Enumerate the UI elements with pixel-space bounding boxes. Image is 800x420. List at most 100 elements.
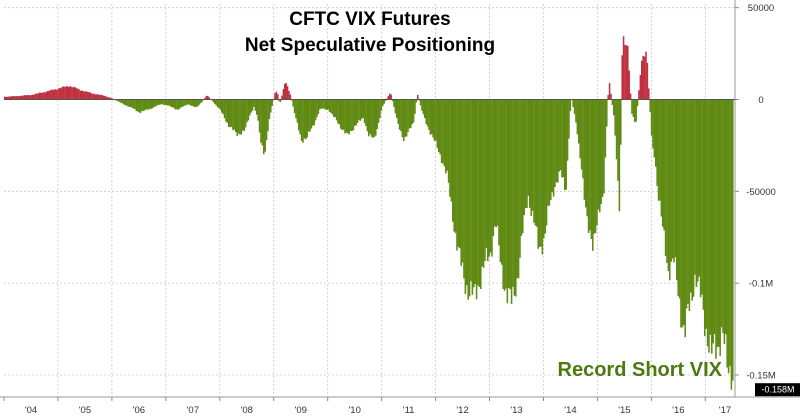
position-bar (181, 99, 184, 107)
position-bar (201, 99, 203, 102)
position-bar (683, 99, 685, 325)
position-bar (628, 70, 630, 100)
position-bar (398, 99, 401, 130)
position-bar (205, 95, 208, 100)
position-bar (365, 99, 367, 127)
position-bar (516, 99, 518, 279)
position-bar (243, 99, 245, 132)
position-bar (555, 99, 558, 183)
position-bar (485, 99, 488, 248)
position-bar (547, 99, 549, 206)
position-bar (43, 92, 45, 100)
position-bar (561, 99, 563, 178)
position-bar (418, 99, 420, 101)
position-bar (159, 99, 161, 105)
position-bar (393, 99, 395, 107)
position-bar (401, 99, 404, 138)
position-bar (166, 99, 168, 106)
position-bar (186, 99, 188, 106)
position-bar (722, 99, 724, 334)
position-bar (569, 99, 572, 112)
position-bar (257, 99, 259, 121)
position-bar (480, 99, 482, 289)
position-bar (221, 99, 223, 113)
position-bar (586, 99, 588, 217)
position-bar (204, 97, 206, 100)
position-bar (288, 90, 290, 100)
position-bar (579, 99, 581, 159)
position-bar (309, 99, 311, 132)
position-bar (305, 99, 307, 140)
position-bar (6, 96, 9, 100)
position-bar (732, 99, 734, 381)
position-bar (137, 99, 139, 112)
position-bar (307, 99, 310, 132)
position-bar (291, 99, 293, 101)
position-bar (74, 86, 76, 100)
position-bar (48, 90, 51, 100)
position-bar (433, 99, 436, 141)
position-bar (697, 99, 699, 282)
position-bar (487, 99, 489, 262)
position-bar (93, 93, 96, 100)
position-bar (152, 99, 154, 108)
position-bar (506, 99, 509, 304)
position-bar (177, 99, 180, 110)
position-bar (116, 99, 118, 101)
y-tick-label: -0.1M (749, 279, 773, 290)
position-bar (16, 96, 19, 100)
position-bar (461, 99, 464, 263)
position-bar (274, 93, 276, 100)
position-bar (594, 99, 597, 233)
position-bar (421, 99, 423, 111)
position-bar (69, 86, 72, 100)
position-bar (477, 99, 479, 286)
chart-title: CFTC VIX Futures (289, 9, 451, 30)
position-bar (659, 99, 661, 201)
position-bar (712, 99, 714, 344)
position-bar (684, 99, 686, 338)
position-bar (226, 99, 229, 123)
position-bar (317, 99, 320, 115)
position-bar (719, 99, 721, 356)
position-bar (132, 99, 135, 109)
position-bar (258, 99, 261, 133)
position-bar (9, 96, 12, 100)
position-bar (130, 99, 132, 107)
position-bar (389, 93, 391, 100)
position-bar (151, 99, 153, 109)
position-bar (699, 99, 702, 298)
position-bar (225, 99, 227, 122)
position-bar (730, 99, 733, 390)
position-bar (673, 99, 675, 263)
position-bar (562, 99, 565, 178)
position-bar (538, 99, 541, 247)
position-bar (85, 91, 87, 100)
position-bar (617, 99, 619, 181)
position-bar (383, 99, 385, 104)
position-bar (15, 96, 17, 100)
position-bar (321, 99, 324, 109)
position-bar (664, 99, 667, 256)
position-bar (572, 99, 574, 108)
position-bar (285, 83, 287, 100)
position-bar (81, 90, 83, 100)
position-bar (407, 99, 409, 133)
position-bar (314, 99, 317, 121)
position-bar (676, 99, 678, 281)
position-bar (411, 99, 413, 125)
position-bar (625, 45, 628, 100)
position-bar (552, 99, 555, 197)
position-bar (141, 99, 143, 112)
position-bar (222, 99, 224, 115)
position-bar (228, 99, 230, 127)
position-bar (613, 99, 615, 116)
position-bar (173, 99, 175, 109)
position-bar (333, 99, 335, 117)
position-bar (345, 99, 348, 133)
position-bar (249, 99, 251, 116)
position-bar (12, 96, 14, 100)
position-bar (47, 90, 49, 100)
position-bar (587, 99, 590, 234)
